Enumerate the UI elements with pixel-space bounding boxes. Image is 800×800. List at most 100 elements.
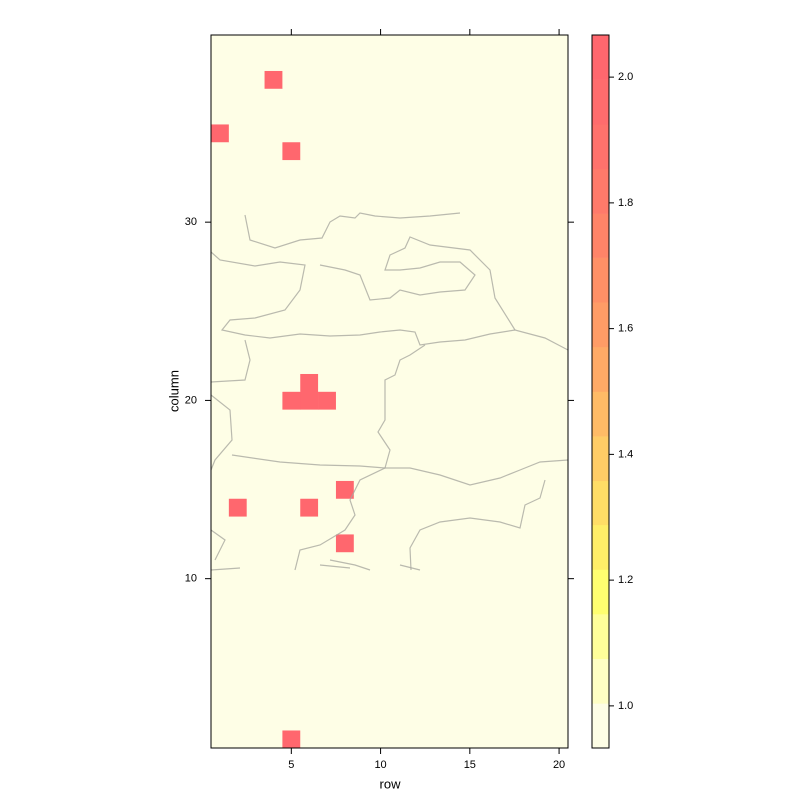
- heatmap-cell: [300, 373, 319, 392]
- heatmap-cell: [550, 124, 569, 143]
- heatmap-cell: [318, 52, 337, 71]
- heatmap-cell: [282, 320, 301, 339]
- heatmap-cell: [211, 266, 230, 285]
- heatmap-cell: [211, 534, 230, 553]
- heatmap-cell: [335, 88, 355, 107]
- heatmap-cell: [407, 355, 426, 374]
- heatmap-cell: [318, 195, 337, 214]
- heatmap-cell: [264, 141, 283, 161]
- heatmap-cell: [318, 159, 337, 178]
- heatmap-cell: [318, 266, 337, 285]
- heatmap-cell: [300, 427, 319, 446]
- heatmap-cell: [211, 302, 230, 321]
- heatmap-cell: [228, 35, 247, 54]
- heatmap-cell: [318, 124, 337, 143]
- colorbar-tick-label: 2.0: [618, 71, 633, 83]
- heatmap-cell: [532, 676, 551, 695]
- heatmap-cell: [496, 730, 515, 749]
- heatmap-cell: [211, 623, 230, 642]
- heatmap-cell: [371, 587, 390, 606]
- heatmap-cell: [228, 498, 247, 517]
- heatmap-cell: [389, 213, 408, 232]
- heatmap-cell: [389, 498, 408, 517]
- heatmap-cell: [532, 70, 551, 89]
- heatmap-cell: [514, 70, 533, 89]
- heatmap-cell: [460, 391, 480, 410]
- heatmap-cell: [478, 124, 497, 143]
- heatmap-cell: [425, 516, 444, 535]
- heatmap-cell: [496, 623, 515, 642]
- heatmap-cell: [460, 35, 480, 54]
- heatmap-cell: [532, 213, 551, 232]
- heatmap-cell: [443, 88, 462, 107]
- heatmap-cell: [496, 355, 515, 374]
- heatmap-cell: [389, 88, 408, 107]
- heatmap-cell: [318, 462, 337, 481]
- heatmap-cell: [264, 427, 283, 446]
- heatmap-cell: [443, 284, 462, 303]
- heatmap-cell: [228, 551, 247, 571]
- heatmap-cell: [300, 641, 319, 660]
- heatmap-cell: [318, 569, 337, 588]
- heatmap-cell: [282, 498, 301, 517]
- heatmap-cell: [496, 516, 515, 535]
- heatmap-cell: [300, 52, 319, 71]
- heatmap-cell: [246, 587, 265, 606]
- heatmap-cell: [425, 195, 444, 214]
- heatmap-cell: [318, 284, 337, 303]
- heatmap-cell: [478, 658, 497, 677]
- heatmap-cell: [282, 391, 301, 410]
- heatmap-cell: [460, 213, 480, 232]
- heatmap-cell: [300, 213, 319, 232]
- heatmap-cell: [496, 444, 515, 464]
- heatmap-cell: [371, 177, 390, 196]
- heatmap-cell: [264, 195, 283, 214]
- heatmap-cell: [389, 159, 408, 178]
- heatmap-cell: [246, 569, 265, 588]
- heatmap-cell: [478, 480, 497, 499]
- heatmap-cell: [407, 498, 426, 517]
- heatmap-cell: [353, 623, 372, 642]
- heatmap-cell: [371, 302, 390, 321]
- heatmap-cell: [282, 355, 301, 374]
- heatmap-cell: [264, 373, 283, 392]
- heatmap-cell: [282, 587, 301, 606]
- heatmap-cell: [211, 106, 230, 125]
- heatmap-cell: [425, 177, 444, 196]
- heatmap-cell: [282, 70, 301, 89]
- heatmap-cell: [371, 141, 390, 161]
- heatmap-cell: [228, 605, 247, 624]
- heatmap-cell: [460, 623, 480, 642]
- heatmap-cell: [478, 195, 497, 214]
- heatmap-cell: [282, 641, 301, 660]
- heatmap-cell: [460, 534, 480, 553]
- heatmap-cell: [478, 409, 497, 428]
- heatmap-cell: [228, 124, 247, 143]
- heatmap-cell: [228, 88, 247, 107]
- heatmap-cell: [300, 391, 319, 410]
- heatmap-cell: [353, 70, 372, 89]
- heatmap-cell: [496, 480, 515, 499]
- heatmap-cell: [211, 712, 230, 731]
- heatmap-cell: [282, 195, 301, 214]
- heatmap-cell: [246, 231, 265, 250]
- colorbar-tick-label: 1.8: [618, 197, 633, 209]
- heatmap-cell: [318, 587, 337, 606]
- heatmap-cell: [514, 213, 533, 232]
- heatmap-cell: [353, 106, 372, 125]
- heatmap-cell: [443, 320, 462, 339]
- heatmap-cell: [318, 373, 337, 392]
- heatmap-cell: [460, 427, 480, 446]
- plot-frame: [210, 34, 569, 749]
- heatmap-cell: [228, 266, 247, 285]
- heatmap-cell: [371, 124, 390, 143]
- heatmap-cell: [550, 355, 569, 374]
- heatmap-cell: [514, 641, 533, 660]
- heatmap-cell: [353, 338, 372, 357]
- heatmap-cell: [353, 569, 372, 588]
- heatmap-cell: [425, 88, 444, 107]
- heatmap-cell: [282, 159, 301, 178]
- heatmap-cell: [389, 641, 408, 660]
- heatmap-cell: [514, 338, 533, 357]
- heatmap-cell: [514, 391, 533, 410]
